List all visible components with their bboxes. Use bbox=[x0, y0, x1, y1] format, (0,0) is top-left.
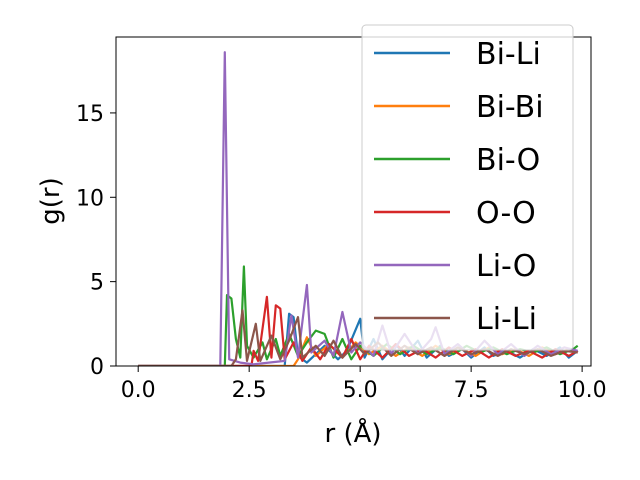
legend-label: Bi-Bi bbox=[476, 90, 544, 125]
series-layer bbox=[138, 51, 579, 366]
legend-label: O-O bbox=[476, 196, 536, 231]
x-axis-ticks: 0.0 2.5 5.0 7.5 10.0 bbox=[121, 366, 607, 403]
x-tick-label: 2.5 bbox=[232, 378, 267, 403]
legend-label: Bi-O bbox=[476, 143, 540, 178]
series-line-5 bbox=[138, 309, 578, 366]
y-tick-label: 15 bbox=[76, 102, 104, 127]
x-tick-label: 7.5 bbox=[454, 378, 489, 403]
legend-label: Bi-Li bbox=[476, 37, 541, 72]
legend-label: Li-O bbox=[476, 249, 536, 284]
x-tick-label: 10.0 bbox=[558, 378, 607, 403]
legend-box bbox=[361, 24, 574, 351]
series-line-1 bbox=[138, 336, 579, 366]
y-axis-ticks: 0 5 10 15 bbox=[76, 102, 116, 380]
y-tick-label: 0 bbox=[90, 355, 104, 380]
x-axis-label: r (Å) bbox=[324, 417, 381, 449]
y-axis-label: g(r) bbox=[36, 177, 66, 224]
y-tick-label: 10 bbox=[76, 186, 104, 211]
y-tick-label: 5 bbox=[90, 271, 104, 296]
x-tick-label: 5.0 bbox=[343, 378, 378, 403]
plot-frame bbox=[115, 36, 592, 367]
legend-label: Li-Li bbox=[476, 302, 537, 337]
legend: Bi-Li Bi-Bi Bi-O O-O Li-O Li-Li bbox=[361, 24, 574, 351]
x-tick-label: 0.0 bbox=[121, 378, 156, 403]
